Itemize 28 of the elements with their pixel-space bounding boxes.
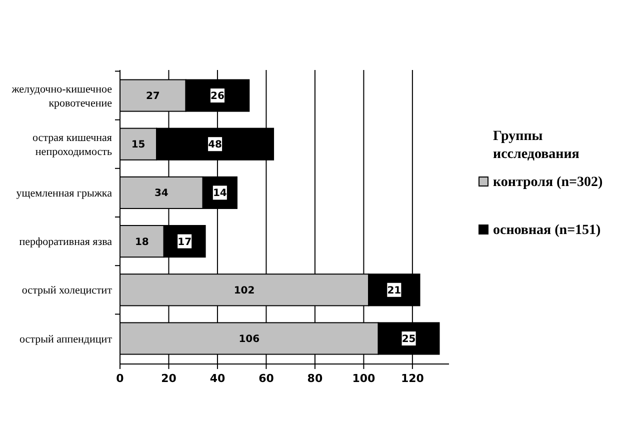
y-tick-label: ущемленная грыжка: [16, 188, 112, 200]
legend-title: Группы исследования: [493, 129, 580, 162]
x-tick-label: 80: [307, 372, 323, 385]
x-tick-label: 0: [116, 372, 124, 385]
data-label: 48: [208, 140, 222, 151]
data-label: 15: [131, 140, 146, 151]
data-label: 102: [234, 285, 255, 296]
data-label: 17: [178, 236, 192, 248]
data-label: 25: [402, 334, 416, 345]
legend-label: контроля (n=302): [493, 175, 603, 190]
data-label: 21: [387, 285, 402, 296]
y-tick-label: острый аппендицит: [20, 333, 112, 346]
x-tick-label: 120: [400, 372, 424, 385]
y-tick-label: желудочно-кишечное кровотечение: [10, 83, 112, 110]
legend-label: основная (n=151): [493, 223, 602, 238]
data-label: 34: [154, 188, 168, 200]
y-tick-label: острый холецистит: [22, 284, 112, 297]
data-label: 26: [210, 91, 224, 102]
x-tick-label: 40: [210, 372, 226, 385]
y-tick-label: перфоративная язва: [19, 236, 112, 248]
data-label: 27: [146, 91, 160, 102]
data-label: 14: [212, 188, 227, 200]
y-tick-label: острая кишечная непроходимость: [32, 132, 112, 158]
x-tick-label: 60: [258, 372, 274, 385]
x-tick-label: 100: [352, 372, 376, 385]
data-label: 106: [238, 334, 260, 345]
x-tick-label: 20: [161, 372, 177, 385]
data-label: 18: [134, 236, 149, 248]
